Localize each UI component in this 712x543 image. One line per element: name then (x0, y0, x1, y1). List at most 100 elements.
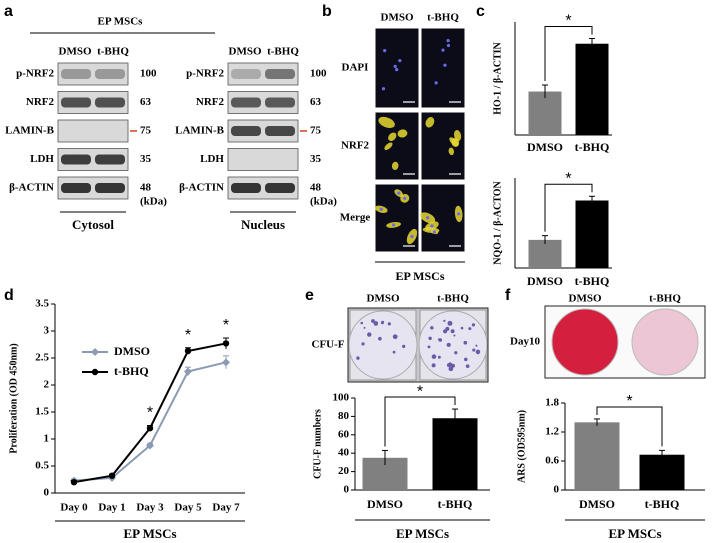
row-label: DAPI (342, 62, 369, 74)
colony (371, 319, 375, 323)
blot-band (61, 183, 91, 193)
column-label: DMSO (381, 12, 414, 24)
colony (437, 355, 441, 359)
x-tick-label: DMSO (367, 497, 403, 511)
protein-label: NRF2 (26, 96, 55, 108)
blot-band (231, 126, 261, 136)
nucleus (397, 191, 401, 195)
y-tick-label: 3.5 (35, 298, 49, 310)
y-tick-label: 2 (44, 379, 50, 391)
colony (360, 321, 364, 325)
colony (402, 344, 406, 349)
colony (431, 363, 436, 368)
x-tick-label: Day 1 (98, 502, 125, 514)
colony (446, 363, 451, 367)
significance-bracket (544, 26, 593, 82)
colony (361, 342, 365, 346)
colony (446, 342, 451, 347)
nucleus (395, 68, 399, 72)
blot-title: EP MSCs (98, 16, 144, 28)
cell (391, 161, 399, 170)
nucleus (446, 38, 450, 43)
blot-band (231, 97, 261, 108)
point (184, 367, 192, 376)
colony (468, 327, 472, 331)
significance-mark: * (417, 383, 423, 400)
well (348, 310, 418, 380)
legend-label: t-BHQ (114, 364, 149, 378)
x-axis-label: EP MSCs (608, 526, 661, 541)
colony (447, 320, 453, 326)
nucleus (432, 230, 436, 234)
point (222, 358, 230, 367)
blot-band (61, 154, 91, 165)
colony (428, 336, 432, 341)
colony (431, 354, 437, 359)
nucleus (398, 59, 402, 63)
marker-label: 48 (140, 182, 152, 194)
colony (378, 336, 382, 341)
protein-label: p-NRF2 (186, 68, 224, 80)
image-caption: CFU-F (312, 339, 345, 351)
protein-label: p-NRF2 (16, 68, 54, 80)
lane-label: t-BHQ (97, 46, 129, 58)
cell (448, 147, 454, 156)
colony (442, 329, 448, 334)
bar (528, 91, 562, 135)
colony (454, 351, 458, 355)
blot-strip (57, 119, 129, 143)
row-label: NRF2 (341, 140, 370, 152)
y-tick-label: 0.6 (545, 455, 559, 467)
panel-letter: e (305, 287, 314, 304)
colony (387, 322, 391, 326)
y-tick-label: 1.5 (35, 406, 49, 418)
y-tick-label: 0 (44, 487, 50, 499)
y-tick-label: 1 (44, 433, 50, 445)
protein-label: LAMIN-B (5, 125, 55, 137)
panel-letter: d (4, 287, 14, 304)
blot-band (265, 69, 295, 79)
marker-label: 35 (310, 153, 322, 165)
colony (392, 350, 396, 354)
blot-band (95, 154, 125, 165)
y-tick-label: 20 (338, 465, 350, 477)
blot-strip (227, 176, 299, 200)
image-label: DMSO (569, 293, 602, 305)
y-axis-label: NQO-1 / β-ACTON (492, 181, 503, 265)
nucleus (430, 224, 434, 228)
legend-marker (91, 348, 99, 356)
nucleus (443, 63, 447, 67)
colony (463, 340, 468, 345)
cell (453, 130, 462, 142)
lane-label: t-BHQ (267, 46, 299, 58)
y-axis-label: CFU-F numbers (312, 409, 323, 479)
y-tick-label: 100 (333, 392, 350, 404)
blot-strip (57, 62, 129, 86)
marker-label: 75 (140, 125, 152, 137)
image-label: t-BHQ (437, 293, 469, 305)
x-axis-label: EP MSCs (396, 526, 449, 541)
bar (575, 200, 609, 268)
nucleus (391, 223, 396, 227)
x-axis-label: EP MSCs (123, 526, 176, 541)
colony (380, 321, 384, 325)
colony (464, 357, 468, 362)
blot-strip (227, 148, 299, 171)
panel-letter: a (4, 3, 13, 20)
bar (528, 239, 562, 268)
marker-label: 75 (310, 125, 322, 137)
point (108, 472, 116, 479)
nucleus (410, 234, 414, 239)
protein-label: β-ACTIN (9, 182, 54, 194)
point (146, 425, 154, 432)
point (146, 441, 154, 450)
colony (450, 329, 455, 334)
well (631, 308, 699, 376)
significance-mark: * (223, 317, 229, 334)
micrograph (420, 27, 466, 109)
significance-mark: * (565, 13, 571, 30)
significance-mark: * (565, 171, 571, 188)
image-label: t-BHQ (649, 293, 681, 305)
colony (437, 338, 440, 341)
image-label: DMSO (367, 293, 400, 305)
